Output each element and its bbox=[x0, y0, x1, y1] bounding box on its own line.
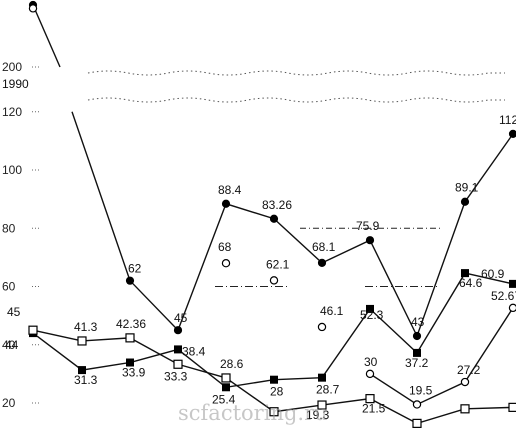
filled-circle-series-line-2 bbox=[71, 111, 514, 338]
watermark: scfactoring.ru bbox=[178, 401, 328, 425]
axis-break-upper bbox=[87, 70, 505, 103]
open-circle-point-8 bbox=[365, 369, 375, 379]
open-circle-label-5: 68 bbox=[218, 240, 232, 254]
filled-square-label-9: 37.2 bbox=[405, 356, 429, 370]
filled-square-point-11 bbox=[509, 279, 516, 288]
open-square-label-8: 21.5 bbox=[362, 402, 386, 416]
filled-circle-point-4 bbox=[221, 199, 231, 208]
filled-square-label-11: 60.9 bbox=[481, 267, 505, 281]
open-square-point-5 bbox=[221, 373, 231, 383]
open-square-label-7: 19.3 bbox=[306, 408, 330, 422]
filled-circle-label-4: 88.4 bbox=[218, 183, 242, 197]
open-circle-point-11 bbox=[508, 303, 516, 313]
open-square-point-8 bbox=[365, 394, 375, 404]
open-circle-series-line-1 bbox=[369, 307, 514, 406]
filled-square-point-5 bbox=[222, 383, 230, 392]
filled-square-point-3 bbox=[126, 358, 134, 367]
open-circle-label-11: 52.67 bbox=[491, 289, 516, 303]
open-square-point-7 bbox=[317, 400, 327, 410]
data-labels: 274624588.483.2668.175.94389.1112.427068… bbox=[5, 0, 516, 422]
filled-circle-point-3 bbox=[173, 326, 183, 335]
filled-square-point-10 bbox=[461, 269, 469, 278]
open-square-label-5: 28.6 bbox=[220, 357, 244, 371]
y-tick-label-120: 120 bbox=[2, 105, 22, 119]
y-tick-label-200: 200 bbox=[2, 60, 22, 74]
filled-circle-label-8: 43 bbox=[411, 315, 425, 329]
filled-square-label-2: 31.3 bbox=[74, 373, 98, 387]
open-circle-point-9 bbox=[412, 400, 422, 409]
open-square-point-6 bbox=[269, 407, 279, 417]
filled-square-series-line-1 bbox=[32, 272, 514, 389]
x-axis-label-1990: 1990 bbox=[2, 77, 29, 91]
filled-square-label-3: 33.9 bbox=[122, 366, 146, 380]
open-square-label-3: 42.36 bbox=[116, 317, 146, 331]
open-square-point-11 bbox=[508, 402, 516, 412]
filled-square-label-1: 44 bbox=[5, 338, 19, 352]
filled-square-point-7 bbox=[318, 373, 326, 382]
y-tick-label-80: 80 bbox=[2, 221, 16, 235]
y-tick-label-20: 20 bbox=[2, 396, 16, 410]
open-square-point-4 bbox=[173, 359, 183, 369]
series bbox=[28, 0, 516, 428]
open-square-point-9 bbox=[412, 418, 422, 428]
open-square-point-2 bbox=[77, 336, 87, 346]
open-circle-point-10 bbox=[460, 377, 470, 387]
filled-square-label-4: 38.4 bbox=[182, 344, 206, 358]
filled-square-label-8: 52.3 bbox=[360, 308, 384, 322]
open-circle-point-6 bbox=[269, 276, 279, 285]
filled-square-point-9 bbox=[413, 348, 421, 357]
reference-lines bbox=[215, 227, 440, 287]
filled-square-label-5: 25.4 bbox=[212, 392, 236, 406]
filled-circle-series-line-1 bbox=[32, 4, 61, 68]
open-square-label-1: 45 bbox=[7, 305, 21, 319]
filled-square-label-6: 28 bbox=[270, 385, 284, 399]
filled-circle-label-2: 62 bbox=[128, 262, 142, 276]
open-circle-label-7: 46.1 bbox=[320, 304, 344, 318]
open-circle-point-1 bbox=[28, 4, 38, 13]
open-square-point-10 bbox=[460, 404, 470, 414]
filled-circle-point-6 bbox=[317, 258, 327, 268]
filled-circle-label-9: 89.1 bbox=[455, 181, 479, 195]
filled-circle-label-1: 274 bbox=[27, 0, 47, 2]
filled-circle-label-5: 83.26 bbox=[262, 198, 292, 212]
filled-circle-label-7: 75.9 bbox=[356, 219, 380, 233]
open-circle-label-6: 62.1 bbox=[266, 257, 290, 271]
open-square-label-4: 33.3 bbox=[164, 369, 188, 383]
filled-circle-label-6: 68.1 bbox=[312, 240, 336, 254]
filled-circle-point-7 bbox=[365, 236, 375, 245]
open-square-label-2: 41.3 bbox=[74, 320, 98, 334]
filled-circle-point-2 bbox=[125, 276, 135, 285]
y-tick-label-60: 60 bbox=[2, 280, 16, 294]
open-square-point-3 bbox=[125, 333, 135, 343]
open-circle-label-9: 19.5 bbox=[409, 383, 433, 397]
filled-circle-point-10 bbox=[508, 129, 516, 138]
filled-square-point-8 bbox=[366, 304, 374, 313]
filled-circle-point-5 bbox=[269, 214, 279, 223]
open-circle-point-7 bbox=[317, 322, 327, 332]
filled-square-label-7: 28.7 bbox=[316, 383, 340, 397]
open-circle-label-10: 27.2 bbox=[457, 363, 481, 377]
filled-square-label-10: 64.6 bbox=[459, 276, 483, 290]
y-tick-label-40: 40 bbox=[2, 338, 16, 352]
filled-square-point-2 bbox=[78, 366, 86, 375]
filled-circle-point-9 bbox=[460, 197, 470, 206]
filled-circle-label-3: 45 bbox=[174, 311, 188, 325]
filled-circle-point-8 bbox=[412, 331, 422, 341]
filled-square-point-6 bbox=[270, 375, 278, 384]
open-square-point-1 bbox=[28, 325, 38, 335]
open-circle-point-5 bbox=[221, 259, 231, 268]
filled-square-point-4 bbox=[174, 345, 182, 354]
open-circle-label-8: 30 bbox=[364, 355, 378, 369]
y-axis: 20 40 60 80 100 120 200 bbox=[2, 60, 40, 410]
filled-circle-label-10: 112.4 bbox=[499, 113, 516, 127]
y-tick-label-100: 100 bbox=[2, 163, 22, 177]
